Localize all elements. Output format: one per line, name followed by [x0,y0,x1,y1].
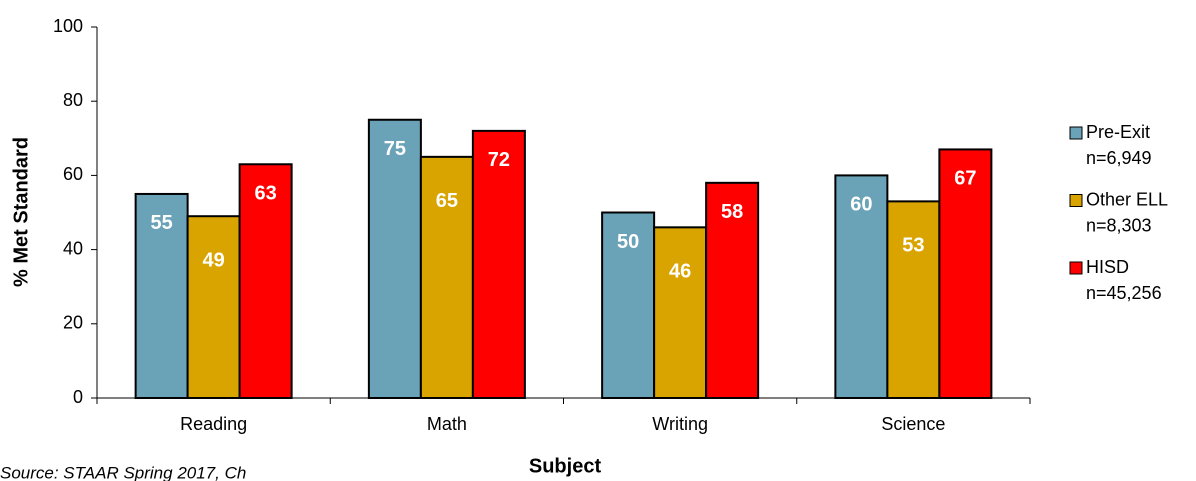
legend-swatch [1069,194,1083,207]
bar [886,200,941,399]
legend-swatch [1069,126,1083,140]
y-axis-title: % Met Standard [10,137,32,287]
legend-swatch [1069,261,1083,275]
value-label: 50 [617,231,639,253]
bar [834,174,889,399]
legend-label: Other ELL [1086,189,1168,209]
bar [186,215,241,399]
value-label: 72 [488,149,510,171]
y-tick-label: 0 [73,387,83,407]
legend-note: n=45,256 [1086,283,1162,303]
y-tick-label: 40 [63,238,83,258]
y-tick-label: 60 [63,164,83,184]
value-label: 55 [151,212,173,234]
value-label: 46 [669,261,691,283]
bar [705,181,760,399]
x-tick-label: Math [427,414,467,434]
x-tick-label: Science [881,414,945,434]
bar [601,211,656,399]
bar [367,118,422,399]
value-label: 60 [850,194,872,216]
footnote: Source: STAAR Spring 2017, Ch [0,463,246,481]
value-label: 75 [384,138,406,160]
y-tick-label: 20 [63,313,83,333]
x-axis-title: Subject [529,455,602,477]
legend-note: n=6,949 [1086,148,1152,168]
bar [134,192,189,399]
value-label: 58 [721,201,743,223]
y-tick-label: 100 [53,16,83,36]
value-label: 67 [954,168,976,190]
x-tick-label: Reading [180,414,247,434]
legend-label: Pre-Exit [1086,122,1150,142]
value-label: 49 [203,249,225,271]
legend-label: HISD [1086,257,1129,277]
bar [938,148,993,399]
x-tick-label: Writing [652,414,708,434]
value-label: 65 [436,190,458,212]
y-tick-label: 80 [63,90,83,110]
value-label: 63 [255,183,277,205]
legend-note: n=8,303 [1086,215,1152,235]
bar [653,226,708,399]
value-label: 53 [902,235,924,257]
